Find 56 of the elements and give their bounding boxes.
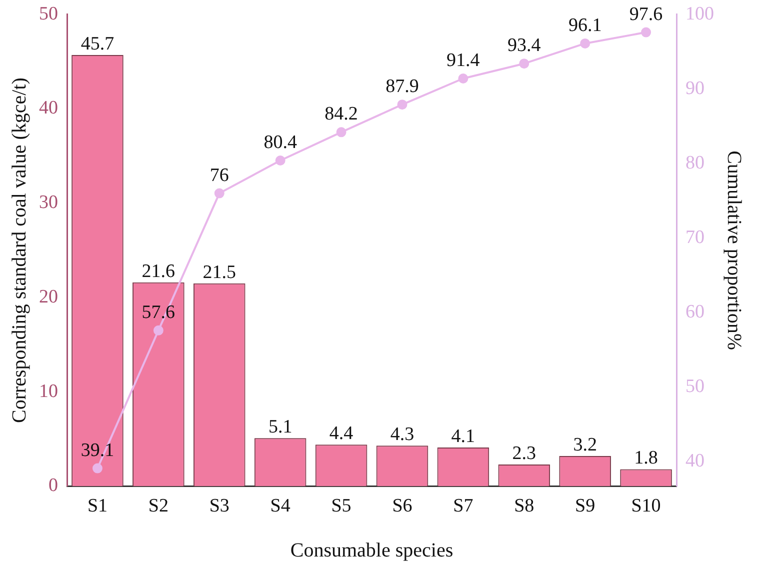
y2-tick-label: 90 xyxy=(686,78,704,99)
data-label: 4.1 xyxy=(451,426,476,447)
data-label: 4.4 xyxy=(329,423,354,444)
data-label: 21.6 xyxy=(142,260,176,282)
point xyxy=(580,38,590,48)
y-tick-label: 0 xyxy=(48,475,58,496)
data-label: 87.9 xyxy=(386,76,419,98)
point xyxy=(153,325,164,336)
y-tick-label: 30 xyxy=(39,192,58,214)
y-tick-label: 50 xyxy=(39,3,58,24)
data-label: 4.3 xyxy=(390,424,414,446)
point xyxy=(519,58,530,69)
data-label: 5.1 xyxy=(268,416,292,438)
data-label: 96.1 xyxy=(568,14,602,36)
data-label: 80.4 xyxy=(264,132,298,153)
y2-tick-label: 70 xyxy=(686,226,704,248)
x-tick-label: S9 xyxy=(575,496,596,517)
data-label: 57.6 xyxy=(142,302,176,323)
data-label: 39.1 xyxy=(80,440,114,461)
data-label: 2.3 xyxy=(512,442,536,464)
x-tick-label: S4 xyxy=(270,496,291,517)
y2-tick-label: 50 xyxy=(686,376,704,398)
x-tick-label: S8 xyxy=(514,496,534,517)
point xyxy=(641,27,652,38)
data-label: 21.5 xyxy=(202,262,236,283)
data-label: 3.2 xyxy=(573,434,597,456)
data-label: 93.4 xyxy=(508,35,542,56)
x-tick-label: S2 xyxy=(148,496,168,517)
data-label: 97.6 xyxy=(629,4,663,25)
y-axis-title: Corresponding standard coal value (kgce/t) xyxy=(8,78,30,424)
x-tick-label: S3 xyxy=(209,496,230,517)
y-tick-label: 20 xyxy=(39,286,58,308)
y-tick-label: 10 xyxy=(39,380,58,402)
point xyxy=(275,155,286,166)
x-axis-title: Consumable species xyxy=(290,539,454,562)
y-tick-label: 40 xyxy=(39,98,58,119)
point xyxy=(92,463,102,474)
data-label: 91.4 xyxy=(446,50,480,71)
x-tick-label: S10 xyxy=(631,496,661,517)
y2-axis-title: Cumulative proportion% xyxy=(722,150,745,350)
data-label: 45.7 xyxy=(80,33,114,54)
data-label: 84.2 xyxy=(324,104,358,125)
point xyxy=(397,100,408,110)
y2-tick-label: 60 xyxy=(686,302,704,323)
point xyxy=(458,74,468,84)
y2-tick-label: 100 xyxy=(686,3,714,24)
point xyxy=(214,188,224,198)
x-tick-label: S1 xyxy=(87,496,108,517)
y2-tick-label: 40 xyxy=(686,450,704,472)
x-tick-label: S7 xyxy=(453,496,474,517)
x-tick-label: S6 xyxy=(392,496,412,517)
x-tick-label: S5 xyxy=(331,496,352,517)
data-label: 76 xyxy=(210,164,229,186)
data-label: 1.8 xyxy=(634,448,658,469)
y2-tick-label: 80 xyxy=(686,152,704,174)
point xyxy=(336,127,346,138)
